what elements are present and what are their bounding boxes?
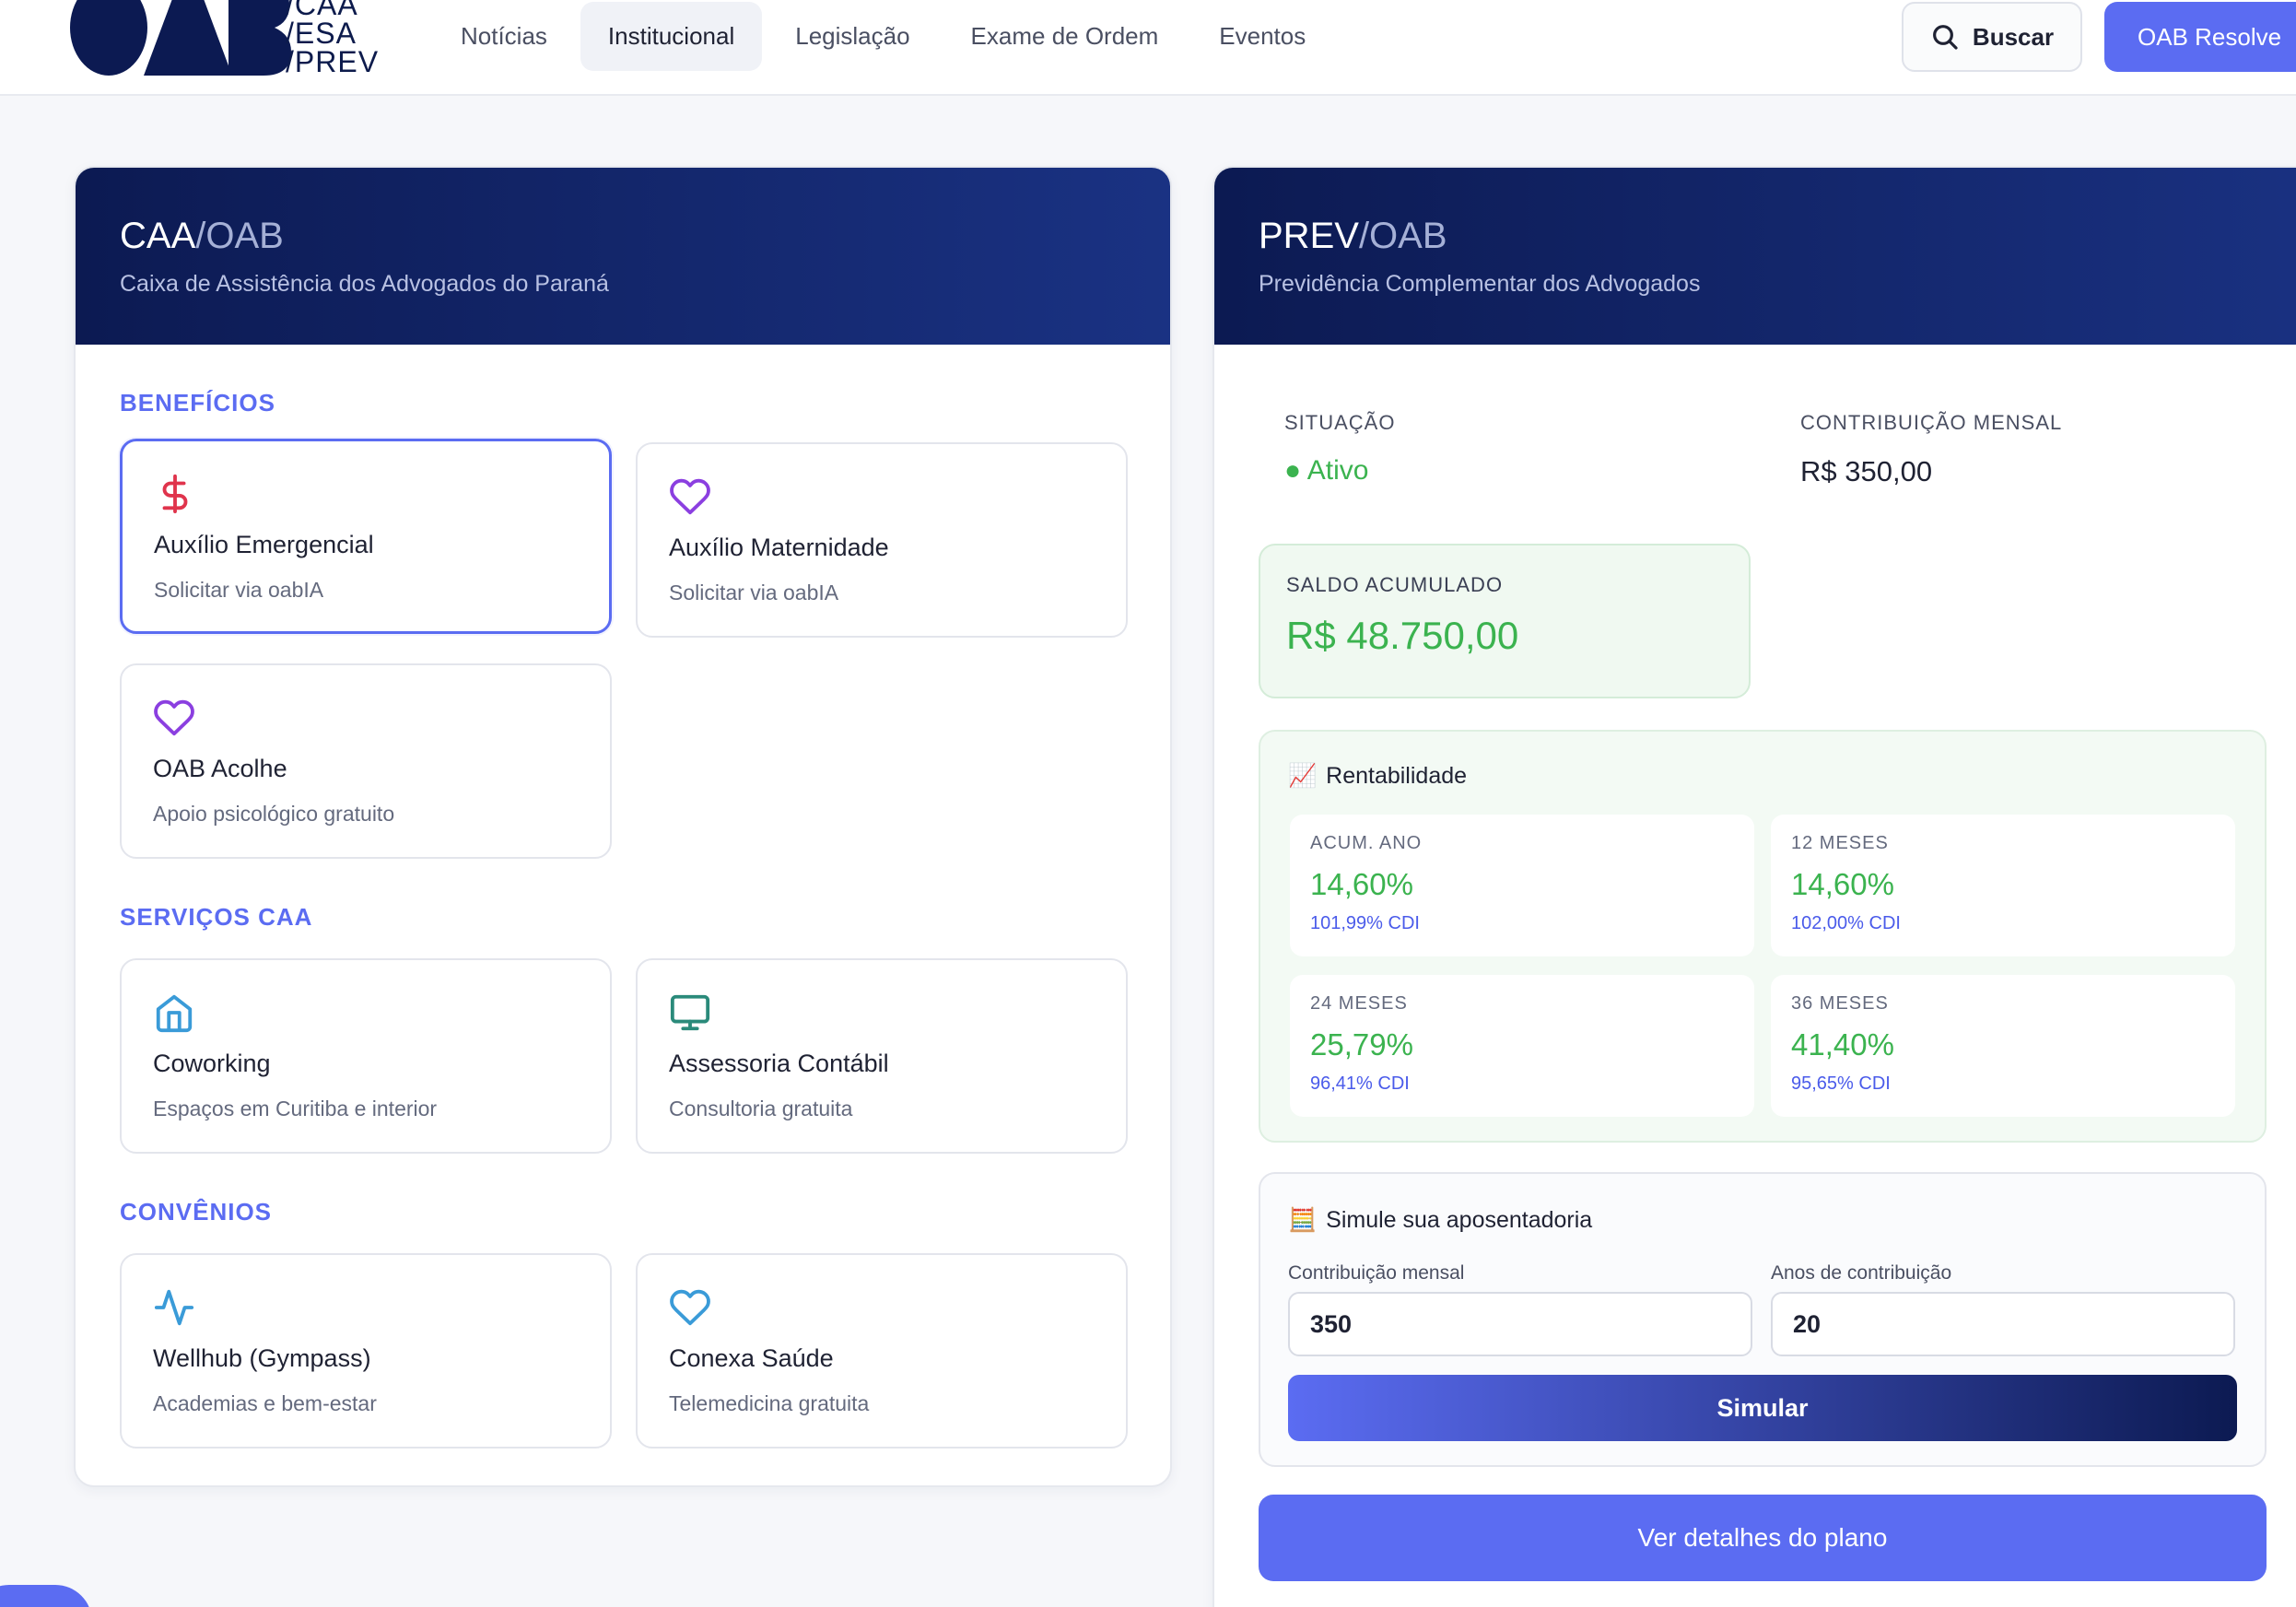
sim-anos-label: Anos de contribuição <box>1771 1262 1952 1284</box>
rentabilidade-box: 📈 Rentabilidade ACUM. ANO 14,60% 101,99%… <box>1259 730 2267 1143</box>
tile-title: OAB Acolhe <box>153 755 287 782</box>
search-icon <box>1932 25 1958 50</box>
rent-cell-acum-ano: ACUM. ANO 14,60% 101,99% CDI <box>1290 815 1754 956</box>
tile-title: Auxílio Emergencial <box>154 531 374 558</box>
saldo-acumulado-box: SALDO ACUMULADO R$ 48.750,00 <box>1259 544 1751 698</box>
rent-value: 14,60% <box>1791 867 1894 901</box>
heart-icon <box>670 1289 710 1326</box>
heart-icon <box>670 478 710 515</box>
tile-title: Auxílio Maternidade <box>669 534 889 561</box>
nav-exame-de-ordem[interactable]: Exame de Ordem <box>970 21 1159 50</box>
prev-title: PREV/OAB <box>1259 214 2296 258</box>
tile-oab-acolhe[interactable]: OAB Acolhe Apoio psicológico gratuito <box>120 663 612 859</box>
tile-desc: Solicitar via oabIA <box>154 578 324 602</box>
rent-value: 25,79% <box>1310 1027 1413 1062</box>
situacao-label: SITUAÇÃO <box>1284 411 1396 434</box>
tile-title: Wellhub (Gympass) <box>153 1344 371 1372</box>
rent-cell-12-meses: 12 MESES 14,60% 102,00% CDI <box>1771 815 2235 956</box>
rentabilidade-title-text: Rentabilidade <box>1326 763 1468 789</box>
saldo-label: SALDO ACUMULADO <box>1286 573 1504 596</box>
tile-coworking[interactable]: Coworking Espaços em Curitiba e interior <box>120 958 612 1154</box>
simulador-title: 🧮 Simule sua aposentadoria <box>1288 1207 1592 1234</box>
tile-wellhub[interactable]: Wellhub (Gympass) Academias e bem-estar <box>120 1253 612 1449</box>
search-button[interactable]: Buscar <box>1902 2 2082 72</box>
home-icon <box>156 994 193 1033</box>
caa-subtitle: Caixa de Assistência dos Advogados do Pa… <box>120 271 609 297</box>
nav-institucional[interactable]: Institucional <box>580 1 763 71</box>
caa-title: CAA/OAB <box>120 214 1126 258</box>
prev-title-light: /OAB <box>1358 216 1447 256</box>
caa-title-bold: CAA <box>120 216 196 256</box>
oab-resolve-button[interactable]: OAB Resolve <box>2104 2 2296 72</box>
simulador-box: 🧮 Simule sua aposentadoria Contribuição … <box>1259 1172 2267 1467</box>
nav-legislacao[interactable]: Legislação <box>795 21 910 50</box>
tile-title: Assessoria Contábil <box>669 1050 889 1077</box>
prev-card-header: PREV/OAB Previdência Complementar dos Ad… <box>1214 168 2296 345</box>
tile-desc: Espaços em Curitiba e interior <box>153 1097 438 1120</box>
tile-desc: Solicitar via oabIA <box>669 581 839 604</box>
tile-desc: Consultoria gratuita <box>669 1097 853 1120</box>
rent-cdi: 95,65% CDI <box>1791 1073 1891 1094</box>
activity-icon <box>154 1289 194 1326</box>
dollar-icon <box>162 474 188 514</box>
logo-line-esa: /ESA <box>286 17 357 50</box>
rent-cdi: 96,41% CDI <box>1310 1073 1410 1094</box>
simulador-title-text: Simule sua aposentadoria <box>1326 1207 1593 1233</box>
contribuicao-value: R$ 350,00 <box>1800 455 1933 487</box>
prev-subtitle: Previdência Complementar dos Advogados <box>1259 271 1701 297</box>
prev-card: PREV/OAB Previdência Complementar dos Ad… <box>1212 166 2296 1607</box>
logo-line-prev: /PREV <box>286 45 380 78</box>
tile-desc: Academias e bem-estar <box>153 1391 377 1415</box>
logo-line-caa: /CAA <box>286 0 358 21</box>
top-navbar: /CAA /ESA /PREV Notícias Institucional L… <box>0 0 2296 96</box>
rent-period: 24 MESES <box>1310 993 1408 1014</box>
oab-logo[interactable] <box>70 0 291 83</box>
sim-contrib-input[interactable] <box>1288 1292 1752 1356</box>
chart-up-icon: 📈 <box>1288 763 1318 789</box>
convenios-label: CONVÊNIOS <box>120 1198 273 1226</box>
sim-contrib-label: Contribuição mensal <box>1288 1262 1465 1284</box>
sim-anos-input[interactable] <box>1771 1292 2235 1356</box>
logo-subtitle: /CAA /ESA /PREV <box>286 0 379 76</box>
rent-cell-36-meses: 36 MESES 41,40% 95,65% CDI <box>1771 975 2235 1117</box>
rent-period: 36 MESES <box>1791 993 1889 1014</box>
rent-value: 41,40% <box>1791 1027 1894 1062</box>
prev-title-bold: PREV <box>1259 216 1359 256</box>
heart-icon <box>154 699 194 736</box>
rent-cdi: 102,00% CDI <box>1791 913 1901 933</box>
situacao-status-badge: ● Ativo <box>1284 455 1369 486</box>
contribuicao-label: CONTRIBUIÇÃO MENSAL <box>1800 411 2063 434</box>
ver-detalhes-button[interactable]: Ver detalhes do plano <box>1259 1495 2267 1581</box>
rent-value: 14,60% <box>1310 867 1413 901</box>
main-nav: Notícias Institucional Legislação Exame … <box>433 0 1333 72</box>
tile-title: Coworking <box>153 1050 271 1077</box>
tile-auxilio-emergencial[interactable]: Auxílio Emergencial Solicitar via oabIA <box>120 439 612 634</box>
tile-title: Conexa Saúde <box>669 1344 834 1372</box>
caa-card: CAA/OAB Caixa de Assistência dos Advogad… <box>74 166 1172 1487</box>
rent-period: 12 MESES <box>1791 833 1889 853</box>
servicos-label: SERVIÇOS CAA <box>120 903 313 931</box>
search-button-label: Buscar <box>1972 22 2055 51</box>
caa-title-light: /OAB <box>195 216 284 256</box>
rent-cdi: 101,99% CDI <box>1310 913 1420 933</box>
caa-card-header: CAA/OAB Caixa de Assistência dos Advogad… <box>76 168 1170 345</box>
rentabilidade-title: 📈 Rentabilidade <box>1288 763 1467 790</box>
simular-button[interactable]: Simular <box>1288 1375 2237 1441</box>
tile-assessoria-contabil[interactable]: Assessoria Contábil Consultoria gratuita <box>636 958 1128 1154</box>
nav-noticias[interactable]: Notícias <box>461 21 547 50</box>
tile-auxilio-maternidade[interactable]: Auxílio Maternidade Solicitar via oabIA <box>636 442 1128 638</box>
beneficios-label: BENEFÍCIOS <box>120 389 275 416</box>
tile-conexa-saude[interactable]: Conexa Saúde Telemedicina gratuita <box>636 1253 1128 1449</box>
floating-action-button[interactable] <box>0 1585 92 1607</box>
nav-eventos[interactable]: Eventos <box>1219 21 1306 50</box>
tile-desc: Telemedicina gratuita <box>669 1391 870 1415</box>
tile-desc: Apoio psicológico gratuito <box>153 802 395 826</box>
abacus-icon: 🧮 <box>1288 1207 1318 1233</box>
saldo-value: R$ 48.750,00 <box>1286 614 1519 657</box>
rent-period: ACUM. ANO <box>1310 833 1423 853</box>
rent-cell-24-meses: 24 MESES 25,79% 96,41% CDI <box>1290 975 1754 1117</box>
monitor-icon <box>670 994 710 1031</box>
